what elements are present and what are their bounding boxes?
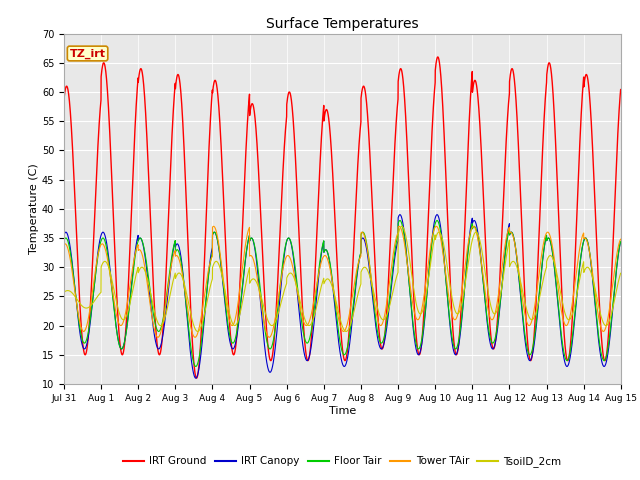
Tower TAir — [266, 335, 273, 340]
IRT Ground — [322, 108, 330, 113]
TsoilD_2cm — [322, 277, 330, 283]
Tower TAir — [60, 242, 68, 248]
Floor Tair — [616, 240, 624, 246]
TsoilD_2cm — [342, 328, 350, 334]
Floor Tair — [60, 238, 68, 243]
TsoilD_2cm — [617, 270, 625, 276]
IRT Ground — [436, 70, 444, 76]
Tower TAir — [499, 257, 507, 263]
Line: IRT Canopy: IRT Canopy — [64, 215, 621, 378]
Text: TZ_irt: TZ_irt — [70, 48, 106, 59]
IRT Ground — [60, 96, 68, 102]
TsoilD_2cm — [616, 272, 624, 277]
TsoilD_2cm — [60, 289, 68, 295]
Tower TAir — [616, 237, 624, 243]
Line: TsoilD_2cm: TsoilD_2cm — [64, 227, 621, 331]
IRT Ground — [617, 86, 625, 92]
TsoilD_2cm — [398, 224, 406, 229]
Floor Tair — [468, 225, 476, 230]
IRT Canopy — [436, 224, 444, 229]
Floor Tair — [160, 311, 168, 316]
IRT Ground — [616, 91, 624, 97]
IRT Canopy — [499, 272, 507, 277]
TsoilD_2cm — [436, 231, 444, 237]
IRT Ground — [468, 80, 476, 86]
IRT Ground — [434, 54, 442, 60]
IRT Canopy — [617, 239, 625, 244]
IRT Canopy — [468, 219, 476, 225]
IRT Ground — [499, 207, 507, 213]
Floor Tair — [617, 239, 625, 244]
IRT Ground — [193, 375, 200, 381]
Tower TAir — [322, 253, 330, 259]
IRT Canopy — [60, 232, 68, 238]
Legend: IRT Ground, IRT Canopy, Floor Tair, Tower TAir, TsoilD_2cm: IRT Ground, IRT Canopy, Floor Tair, Towe… — [119, 452, 566, 471]
Floor Tair — [436, 228, 444, 234]
Floor Tair — [499, 273, 507, 278]
IRT Canopy — [192, 375, 200, 381]
IRT Ground — [160, 310, 168, 316]
Line: Tower TAir: Tower TAir — [64, 227, 621, 337]
IRT Canopy — [616, 240, 624, 246]
Tower TAir — [436, 235, 444, 241]
Tower TAir — [617, 236, 625, 242]
Floor Tair — [322, 247, 330, 252]
X-axis label: Time: Time — [329, 406, 356, 416]
Tower TAir — [160, 313, 168, 319]
IRT Canopy — [396, 212, 404, 217]
Floor Tair — [192, 363, 200, 369]
Line: Floor Tair: Floor Tair — [64, 220, 621, 366]
Line: IRT Ground: IRT Ground — [64, 57, 621, 378]
IRT Canopy — [160, 324, 168, 330]
Floor Tair — [396, 217, 404, 223]
Y-axis label: Temperature (C): Temperature (C) — [29, 163, 39, 254]
TsoilD_2cm — [468, 241, 476, 247]
TsoilD_2cm — [499, 276, 507, 282]
IRT Canopy — [322, 247, 330, 252]
Title: Surface Temperatures: Surface Temperatures — [266, 17, 419, 31]
TsoilD_2cm — [160, 318, 168, 324]
Tower TAir — [468, 226, 476, 232]
Tower TAir — [433, 224, 440, 229]
